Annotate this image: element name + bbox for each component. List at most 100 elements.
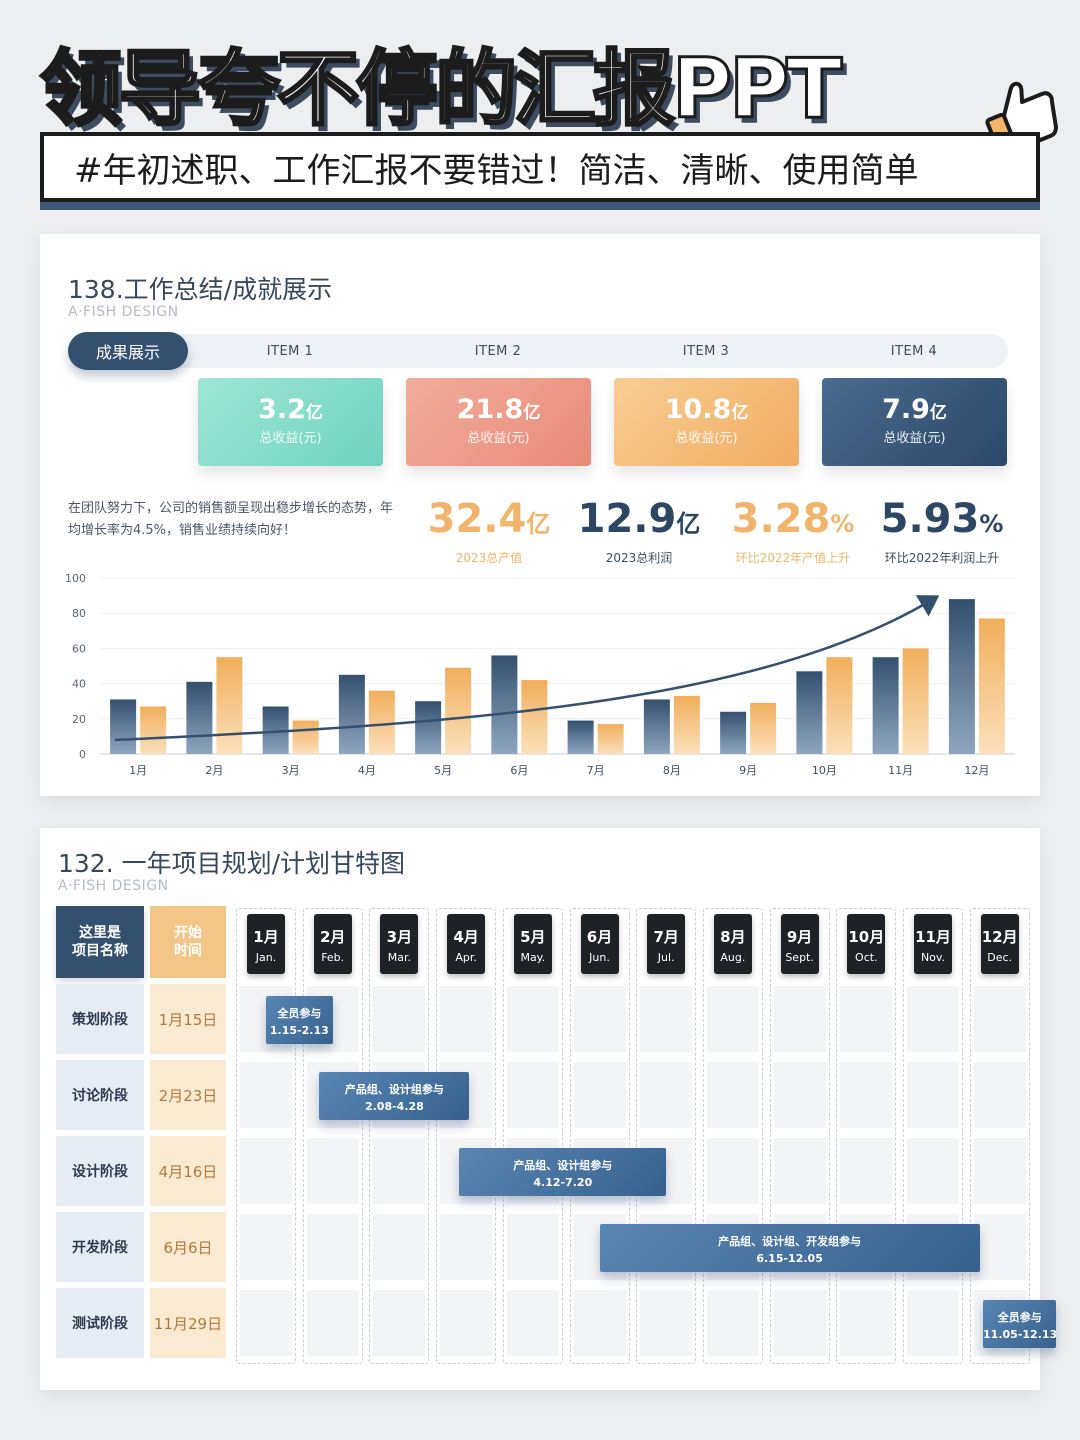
stat-profit-growth: 5.93% 环比2022年利润上升 [880,496,1004,565]
gantt-bar-label: 全员参与 [997,1311,1042,1324]
bar-series-1 [338,674,365,754]
y-tick-label: 80 [72,607,86,620]
tab-item-1[interactable]: ITEM 1 [266,343,314,359]
month-cn-label: 10月 [848,928,885,946]
gantt-month-column [769,908,830,1364]
gantt-cell [973,1138,1026,1204]
gantt-month-column [903,908,963,1364]
gantt-cell [640,1290,693,1356]
gantt-cell [306,1138,359,1204]
month-en-label: May. [520,951,546,964]
summary-description: 在团队努力下，公司的销售额呈现出稳步增长的态势，年均增长率为4.5%，销售业绩持… [68,501,394,538]
gantt-bar[interactable]: 产品组、设计组、开发组参与 6.15-12.05 [599,1224,980,1272]
gantt-bar-range: 2.08-4.28 [364,1100,424,1113]
bar-series-2 [902,648,929,754]
gantt-bar-label: 产品组、设计组参与 [344,1083,444,1096]
bar-series-1 [872,657,899,754]
gantt-cell [373,1138,426,1204]
x-tick-label: 1月 [129,764,147,777]
month-en-label: Mar. [387,951,412,964]
bar-series-2 [826,657,853,754]
trend-arrow [114,595,940,742]
tab-active-results[interactable]: 成果展示 [68,332,188,370]
tab-item-3[interactable]: ITEM 3 [682,343,730,359]
stage-start-date: 4月16日 [150,1136,226,1206]
gantt-month-column [836,908,897,1364]
bar-series-2 [292,720,319,754]
gantt-bar[interactable]: 产品组、设计组参与 4.12-7.20 [459,1148,667,1196]
x-tick-label: 5月 [434,764,452,777]
gantt-bar-range: 11.05-12.13 [983,1328,1058,1341]
gantt-bar[interactable]: 产品组、设计组参与 2.08-4.28 [319,1072,470,1120]
gantt-cell [773,1138,826,1204]
gantt-month-column [569,908,630,1364]
gantt-cell [640,1062,693,1128]
month-en-label: Jul. [657,951,675,964]
x-tick-label: 3月 [282,764,300,777]
gantt-month-column [369,908,430,1364]
bar-series-1 [491,655,518,754]
slide-brand: A·FISH DESIGN [58,878,169,894]
stage-name: 开发阶段 [56,1212,144,1282]
gantt-cell [573,1062,626,1128]
gantt-cell [706,1062,759,1128]
slide-brand: A·FISH DESIGN [68,304,179,320]
kpi-card-2: 21.8亿 总收益(元) [406,378,591,466]
gantt-month-column [302,908,363,1364]
month-cn-label: 12月 [981,928,1018,946]
stage-name: 讨论阶段 [56,1060,144,1130]
tab-item-2[interactable]: ITEM 2 [474,343,522,359]
stage-name: 设计阶段 [56,1136,144,1206]
month-en-label: Jan. [255,951,277,964]
gantt-cell [240,1214,292,1280]
month-cn-label: 5月 [520,928,546,946]
gantt-cell [973,1062,1026,1128]
gantt-month-column [969,908,1030,1364]
gantt-cell [973,986,1026,1052]
gantt-cell [506,1214,559,1280]
stage-name: 测试阶段 [56,1288,144,1358]
gantt-bar-label: 全员参与 [277,1007,322,1020]
gantt-cell [440,1290,493,1356]
tab-item-4[interactable]: ITEM 4 [890,343,938,359]
kpi-card-3: 10.8亿 总收益(元) [614,378,799,466]
gantt-cell [373,1214,426,1280]
gantt-cell [373,1290,426,1356]
gantt-cell [907,1062,959,1128]
gantt-cell [840,1062,893,1128]
gantt-header-name: 这里是 项目名称 [56,906,144,978]
gantt-cell [440,986,493,1052]
gantt-cell [240,1290,292,1356]
bar-series-2 [597,724,624,754]
x-tick-label: 2月 [205,764,223,777]
month-header-12: 12月 Dec. [980,914,1019,974]
x-tick-label: 10月 [812,764,837,777]
gantt-cell [573,986,626,1052]
bar-series-1 [643,699,670,754]
bar-series-1 [948,599,975,754]
y-tick-label: 40 [72,678,86,691]
gantt-cell [773,1290,826,1356]
gantt-bar-range: 6.15-12.05 [756,1252,823,1265]
month-header-10: 10月 Oct. [847,914,886,974]
stage-start-date: 1月15日 [150,984,226,1054]
x-tick-label: 9月 [739,764,757,777]
x-tick-label: 7月 [587,764,605,777]
month-cn-label: 8月 [720,928,746,946]
gantt-cell [306,1290,359,1356]
gantt-cell [373,986,426,1052]
month-cn-label: 9月 [786,928,813,946]
gantt-month-column [436,908,497,1364]
month-en-label: Aug. [720,951,746,964]
month-header-2: 2月 Feb. [313,914,352,974]
gantt-month-column [236,908,296,1364]
gantt-bar[interactable]: 全员参与 11.05-12.13 [983,1300,1058,1348]
gantt-month-column [636,908,697,1364]
gantt-month-column [502,908,563,1364]
bar-series-2 [445,667,472,754]
bar-series-2 [521,680,548,754]
gantt-cell [840,986,893,1052]
gantt-cell [840,1290,893,1356]
gantt-bar[interactable]: 全员参与 1.15-2.13 [266,996,333,1044]
month-header-8: 8月 Aug. [713,914,752,974]
